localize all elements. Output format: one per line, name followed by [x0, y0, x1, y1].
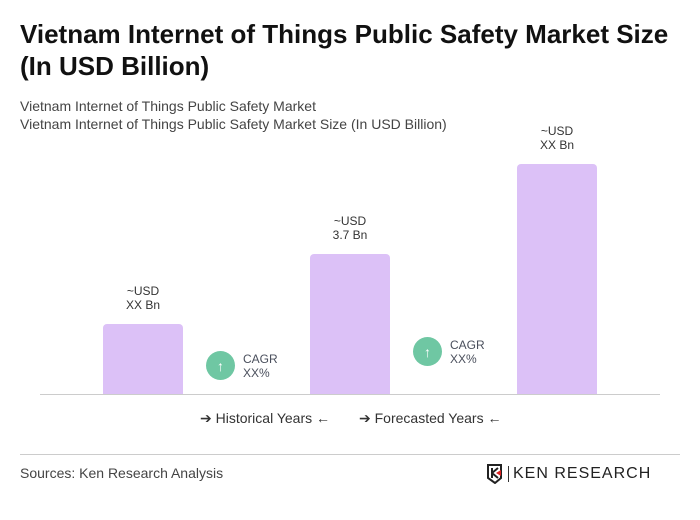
divider [20, 454, 680, 455]
ken-research-logo: KEN RESEARCH [486, 464, 651, 484]
chart-subtitle: Vietnam Internet of Things Public Safety… [20, 98, 316, 114]
chart-title: Vietnam Internet of Things Public Safety… [20, 19, 669, 81]
arrow-left-icon: ← [312, 410, 331, 426]
arrow-right-icon: ➔ [359, 410, 375, 426]
bar [103, 324, 183, 394]
arrow-up-icon: ↑ [413, 337, 442, 366]
source-text: Sources: Ken Research Analysis [20, 465, 224, 481]
data-label: ~USD 3.7 Bn [332, 214, 368, 243]
bar [517, 164, 597, 394]
data-label: ~USD XX Bn [125, 284, 161, 313]
cagr-badge-2: ↑ CAGR XX% [413, 337, 485, 366]
data-label: ~USD XX Bn [539, 124, 575, 152]
legend-label: Forecasted Years [374, 410, 484, 426]
logo-mark-icon [487, 464, 502, 484]
legend-forecasted: ➔ Forecasted Years ← [359, 410, 501, 427]
x-axis-line [40, 394, 660, 395]
legend-historical: ➔ Historical Years ← [200, 410, 330, 427]
cagr-value: XX% [243, 365, 270, 380]
logo-text: KEN RESEARCH [513, 465, 652, 482]
cagr-value: XX% [450, 351, 477, 366]
arrow-up-icon: ↑ [206, 351, 235, 380]
bar [310, 254, 390, 394]
chart-subtitle-2: Vietnam Internet of Things Public Safety… [20, 116, 447, 132]
arrow-right-icon: ➔ [200, 410, 216, 426]
legend-label: Historical Years [215, 410, 313, 426]
cagr-badge-1: ↑ CAGR XX% [206, 351, 278, 380]
cagr-label: CAGR [243, 351, 278, 366]
cagr-label: CAGR [450, 337, 485, 352]
arrow-left-icon: ← [483, 410, 502, 426]
